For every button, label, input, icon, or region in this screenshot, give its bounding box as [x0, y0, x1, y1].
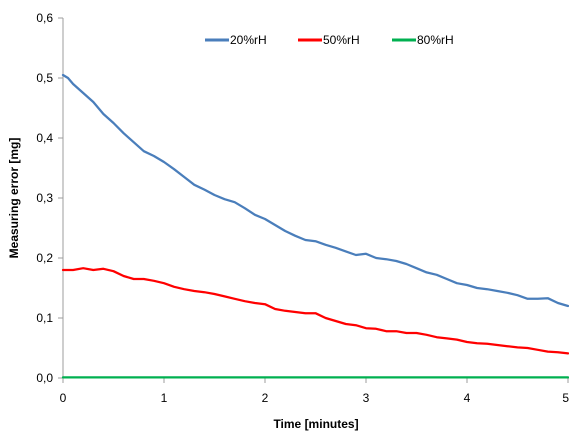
x-tick-label: 0: [60, 391, 67, 405]
series-layer: [61, 73, 569, 379]
legend-label-80-rh: 80%rH: [417, 33, 454, 47]
legend: 20%rH 50%rH 80%rH: [205, 33, 454, 47]
legend-label-50-rh: 50%rH: [323, 33, 360, 47]
x-tick-label: 1: [161, 391, 168, 405]
y-tick-label: 0,6: [36, 11, 53, 25]
x-tick-label: 4: [464, 391, 471, 405]
y-tick-label: 0,3: [36, 191, 53, 205]
series-line-50-rh: [61, 267, 569, 355]
x-axis-title: Time [minutes]: [273, 417, 358, 431]
x-tick-label: 3: [363, 391, 370, 405]
y-ticks: 0,0 0,1 0,2 0,3 0,4 0,5 0,6: [36, 11, 63, 385]
x-tick-label: 2: [262, 391, 269, 405]
y-tick-label: 0,1: [36, 311, 53, 325]
axes: [62, 18, 569, 379]
y-tick-label: 0,4: [36, 131, 53, 145]
y-tick-label: 0,0: [36, 371, 53, 385]
y-tick-label: 0,2: [36, 251, 53, 265]
y-tick-label: 0,5: [36, 71, 53, 85]
x-ticks: 0 1 2 3 4 5: [60, 378, 569, 405]
legend-label-20-rh: 20%rH: [230, 33, 267, 47]
series-line-20-rh: [61, 73, 569, 308]
x-tick-label: 5: [562, 391, 569, 405]
y-axis-title: Measuring error [mg]: [7, 138, 21, 259]
